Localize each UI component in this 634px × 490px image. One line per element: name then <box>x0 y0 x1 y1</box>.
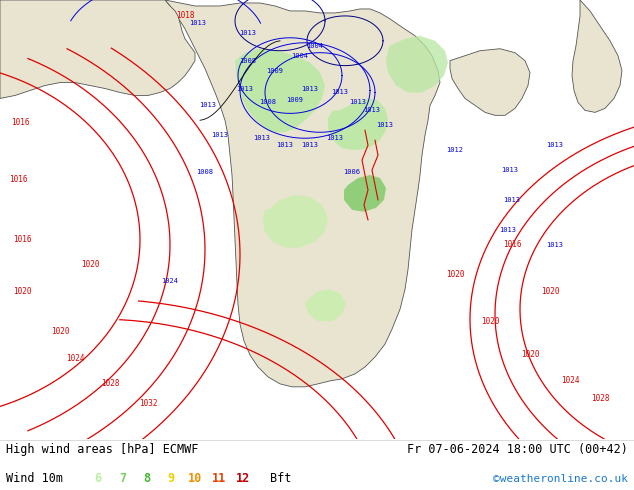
Polygon shape <box>450 49 530 115</box>
Text: 1008: 1008 <box>240 58 257 64</box>
Text: 1020: 1020 <box>81 260 100 269</box>
Text: 1016: 1016 <box>11 118 29 127</box>
Text: 1024: 1024 <box>560 376 579 385</box>
Text: 1018: 1018 <box>176 11 194 21</box>
Text: 1016: 1016 <box>13 235 31 244</box>
Text: 1013: 1013 <box>363 107 380 113</box>
Text: 1013: 1013 <box>547 242 564 247</box>
Text: 1013: 1013 <box>500 227 517 233</box>
Text: 1013: 1013 <box>547 142 564 148</box>
Text: 1008: 1008 <box>259 99 276 105</box>
Text: 1013: 1013 <box>302 142 318 148</box>
Text: 7: 7 <box>119 472 126 485</box>
Text: 1013: 1013 <box>327 135 344 141</box>
Text: ©weatheronline.co.uk: ©weatheronline.co.uk <box>493 474 628 484</box>
Text: 1024: 1024 <box>162 278 179 284</box>
Text: Bft: Bft <box>270 472 292 485</box>
Text: 1009: 1009 <box>287 98 304 103</box>
Text: 1020: 1020 <box>481 317 499 326</box>
Text: 1013: 1013 <box>190 20 207 26</box>
Text: 1012: 1012 <box>446 147 463 153</box>
Text: 6: 6 <box>94 472 102 485</box>
Text: 10: 10 <box>188 472 202 485</box>
Text: 1013: 1013 <box>254 135 271 141</box>
Text: Fr 07-06-2024 18:00 UTC (00+42): Fr 07-06-2024 18:00 UTC (00+42) <box>407 443 628 456</box>
Text: 1009: 1009 <box>266 68 283 74</box>
Text: 9: 9 <box>167 472 174 485</box>
Text: 1020: 1020 <box>13 287 31 296</box>
Text: 1004: 1004 <box>292 53 309 59</box>
Polygon shape <box>165 0 440 387</box>
Text: 1020: 1020 <box>446 270 464 279</box>
Text: 1013: 1013 <box>349 99 366 105</box>
Text: 12: 12 <box>236 472 250 485</box>
Text: 1013: 1013 <box>200 102 216 108</box>
Text: 1006: 1006 <box>344 169 361 175</box>
Text: 1016: 1016 <box>503 240 521 249</box>
Text: 1028: 1028 <box>101 379 119 389</box>
Text: 1020: 1020 <box>521 349 540 359</box>
Text: 1013: 1013 <box>240 30 257 36</box>
Text: 11: 11 <box>212 472 226 485</box>
Text: 1020: 1020 <box>541 287 559 296</box>
Text: 1028: 1028 <box>591 394 609 403</box>
Text: 1013: 1013 <box>332 90 349 96</box>
Text: 1013: 1013 <box>503 197 521 203</box>
Text: High wind areas [hPa] ECMWF: High wind areas [hPa] ECMWF <box>6 443 198 456</box>
Polygon shape <box>0 0 195 98</box>
Text: 1016: 1016 <box>9 175 27 185</box>
Polygon shape <box>305 290 346 321</box>
Text: Wind 10m: Wind 10m <box>6 472 63 485</box>
Polygon shape <box>344 175 386 212</box>
Text: 1008: 1008 <box>197 169 214 175</box>
Polygon shape <box>572 0 622 112</box>
Text: 1004: 1004 <box>306 43 323 49</box>
Text: 1020: 1020 <box>51 327 69 336</box>
Text: 1013: 1013 <box>212 132 228 138</box>
Text: 1013: 1013 <box>236 86 254 92</box>
Text: 1013: 1013 <box>377 122 394 128</box>
Text: 1024: 1024 <box>66 354 84 364</box>
Text: 1032: 1032 <box>139 399 157 408</box>
Text: 8: 8 <box>143 472 150 485</box>
Polygon shape <box>328 98 388 150</box>
Text: 1013: 1013 <box>501 167 519 173</box>
Text: 1013: 1013 <box>302 86 318 92</box>
Polygon shape <box>386 36 448 93</box>
Text: 1013: 1013 <box>276 142 294 148</box>
Polygon shape <box>235 49 325 132</box>
Polygon shape <box>263 195 328 247</box>
